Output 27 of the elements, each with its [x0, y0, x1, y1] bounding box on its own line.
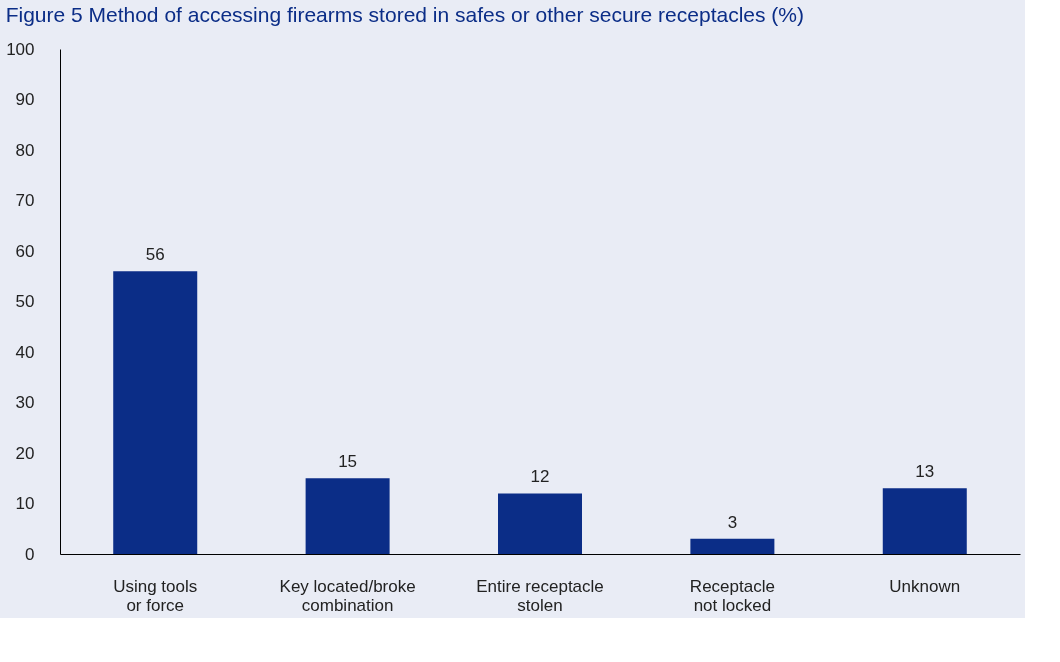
x-tick-label: Entire receptacle stolen [476, 576, 604, 615]
bar [305, 478, 390, 554]
data-label: 13 [915, 462, 935, 482]
y-tick-label: 50 [15, 292, 35, 311]
bar [498, 493, 582, 554]
bar [690, 538, 775, 554]
data-label: 15 [338, 452, 358, 472]
y-tick-label: 70 [15, 191, 35, 210]
y-tick-label: 60 [15, 241, 35, 261]
y-tick-label: 20 [15, 443, 35, 463]
bar [882, 488, 967, 554]
y-tick-label: 40 [15, 342, 35, 362]
data-label: 3 [727, 512, 738, 532]
x-tick-label: Using tools or force [113, 576, 198, 615]
x-tick-label: Key located/broke combination [279, 576, 416, 615]
y-tick-label: 0 [25, 544, 35, 564]
x-tick-label: Unknown [889, 576, 961, 596]
bar [113, 271, 198, 554]
data-label: 56 [145, 245, 165, 265]
y-tick-label: 10 [15, 494, 35, 513]
y-tick-label: 90 [15, 90, 35, 109]
y-tick-label: 30 [15, 393, 35, 412]
y-tick-label: 80 [15, 140, 35, 160]
data-label: 12 [530, 467, 550, 487]
x-tick-label: Receptacle not locked [689, 576, 775, 615]
chart-title: Figure 5 Method of accessing firearms stored in safes or other secure receptacles (%) [5, 3, 804, 26]
y-tick-label: 100 [6, 39, 35, 59]
